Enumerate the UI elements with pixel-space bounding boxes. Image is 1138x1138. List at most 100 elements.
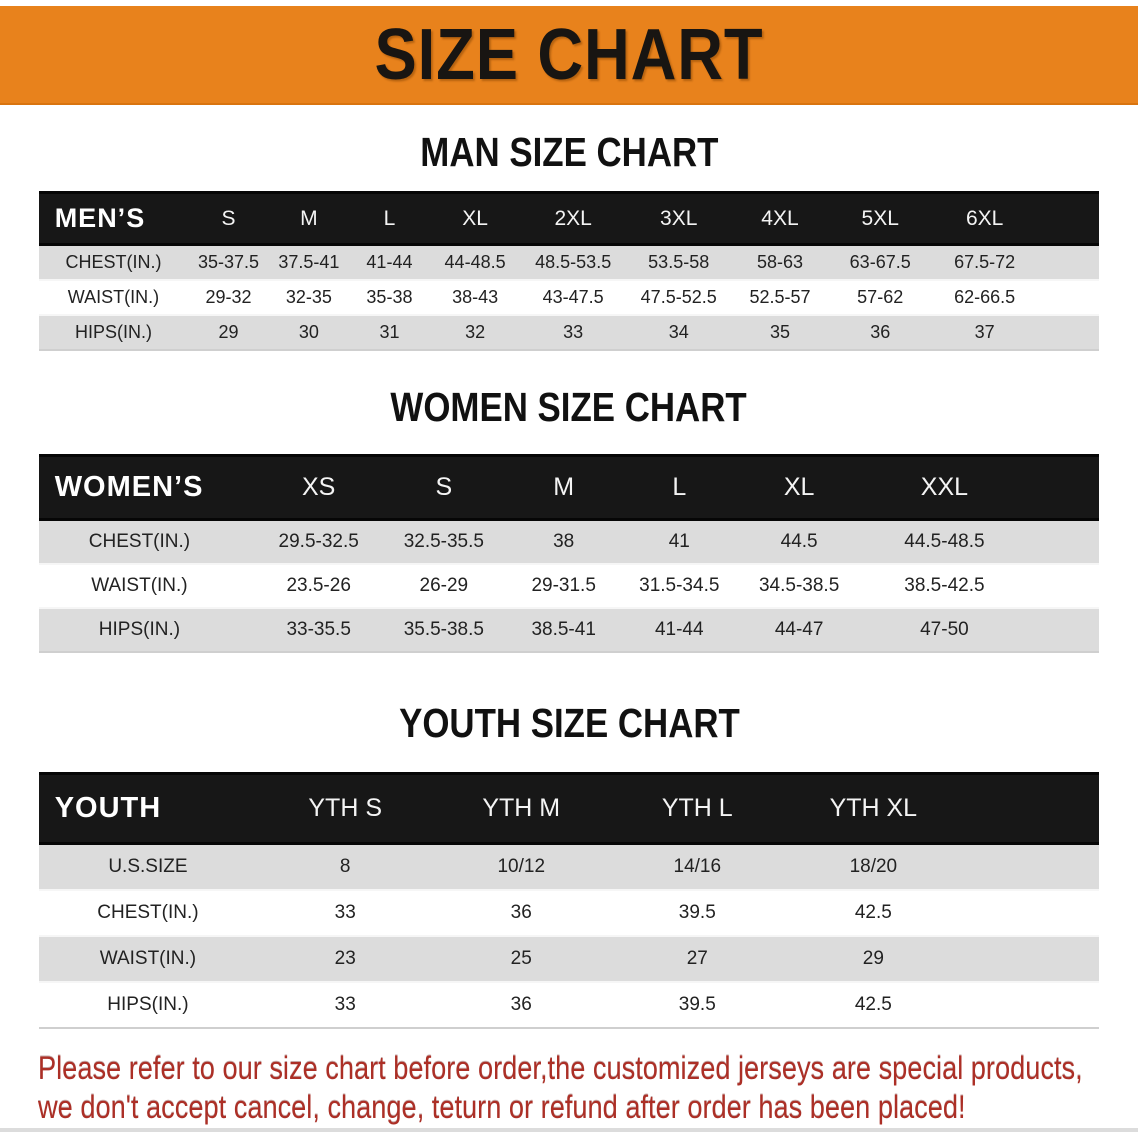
size-column-header: YTH XL xyxy=(785,774,961,844)
size-value-cell: 41-44 xyxy=(637,608,722,652)
row-label: HIPS(IN.) xyxy=(39,982,257,1028)
spacer-cell xyxy=(1012,564,1099,608)
size-value-cell: 62-66.5 xyxy=(932,280,1038,315)
size-chart-banner: SIZE CHART xyxy=(0,6,1138,105)
size-value-cell: 29 xyxy=(188,315,269,350)
size-value-cell: 67.5-72 xyxy=(932,245,1038,281)
bottom-edge-line xyxy=(0,1128,1138,1132)
size-value-cell: 25 xyxy=(433,936,609,982)
size-column-header: 3XL xyxy=(626,193,731,245)
size-value-cell: 37.5-41 xyxy=(269,245,349,281)
table-row: CHEST(IN.) 29.5-32.5 32.5-35.5 38 41 44.… xyxy=(39,520,1100,565)
table-row: WAIST(IN.) 29-32 32-35 35-38 38-43 43-47… xyxy=(39,280,1100,315)
size-value-cell: 33 xyxy=(520,315,626,350)
size-column-header: 4XL xyxy=(731,193,829,245)
row-label: CHEST(IN.) xyxy=(39,520,241,565)
size-value-cell: 29-32 xyxy=(188,280,269,315)
table-row: HIPS(IN.) 29 30 31 32 33 34 35 36 37 xyxy=(39,315,1100,350)
size-value-cell: 44.5-48.5 xyxy=(877,520,1013,565)
size-value-cell: 26-29 xyxy=(397,564,490,608)
row-label: WAIST(IN.) xyxy=(39,564,241,608)
size-column-header: YTH M xyxy=(433,774,609,844)
size-value-cell: 32-35 xyxy=(269,280,349,315)
men-size-table: MEN’S S M L XL 2XL 3XL 4XL 5XL 6XL CHEST… xyxy=(39,191,1100,351)
men-group-label: MEN’S xyxy=(39,193,189,245)
size-value-cell: 41-44 xyxy=(349,245,430,281)
size-value-cell: 35 xyxy=(731,315,829,350)
spacer-cell xyxy=(1012,520,1099,565)
spacer-cell xyxy=(961,982,1099,1028)
spacer-cell xyxy=(961,890,1099,936)
size-value-cell: 42.5 xyxy=(785,890,961,936)
women-table-header-row: WOMEN’S XS S M L XL XXL xyxy=(39,456,1100,520)
spacer-cell xyxy=(961,844,1099,891)
size-value-cell: 31.5-34.5 xyxy=(637,564,722,608)
spacer-cell xyxy=(961,936,1099,982)
size-value-cell: 10/12 xyxy=(433,844,609,891)
size-value-cell: 44-48.5 xyxy=(430,245,520,281)
size-column-header: XS xyxy=(240,456,397,520)
size-value-cell: 32.5-35.5 xyxy=(397,520,490,565)
banner-title: SIZE CHART xyxy=(375,14,764,96)
size-value-cell: 8 xyxy=(257,844,433,891)
row-label: WAIST(IN.) xyxy=(39,936,257,982)
size-column-header: YTH S xyxy=(257,774,433,844)
size-value-cell: 36 xyxy=(433,982,609,1028)
size-column-header: L xyxy=(637,456,722,520)
spacer-cell xyxy=(1012,608,1099,652)
size-value-cell: 41 xyxy=(637,520,722,565)
youth-size-table: YOUTH YTH S YTH M YTH L YTH XL U.S.SIZE … xyxy=(39,772,1100,1029)
footer-note-line1: Please refer to our size chart before or… xyxy=(38,1049,973,1088)
size-value-cell: 33 xyxy=(257,890,433,936)
size-column-header: S xyxy=(397,456,490,520)
table-row: WAIST(IN.) 23.5-26 26-29 29-31.5 31.5-34… xyxy=(39,564,1100,608)
size-value-cell: 37 xyxy=(932,315,1038,350)
size-column-header: XL xyxy=(430,193,520,245)
table-row: WAIST(IN.) 23 25 27 29 xyxy=(39,936,1100,982)
size-value-cell: 34 xyxy=(626,315,731,350)
size-value-cell: 39.5 xyxy=(609,982,785,1028)
women-section-title-text: WOMEN SIZE CHART xyxy=(391,384,747,431)
women-group-label: WOMEN’S xyxy=(39,456,241,520)
spacer-cell xyxy=(1038,193,1100,245)
size-value-cell: 38.5-41 xyxy=(491,608,637,652)
spacer-cell xyxy=(1038,245,1100,281)
size-value-cell: 29 xyxy=(785,936,961,982)
size-value-cell: 63-67.5 xyxy=(829,245,932,281)
size-column-header: 5XL xyxy=(829,193,932,245)
size-value-cell: 39.5 xyxy=(609,890,785,936)
spacer-cell xyxy=(1012,456,1099,520)
size-column-header: 6XL xyxy=(932,193,1038,245)
youth-group-label: YOUTH xyxy=(39,774,257,844)
size-column-header: YTH L xyxy=(609,774,785,844)
size-value-cell: 57-62 xyxy=(829,280,932,315)
size-value-cell: 23.5-26 xyxy=(240,564,397,608)
size-value-cell: 18/20 xyxy=(785,844,961,891)
men-section-title: MAN SIZE CHART xyxy=(0,129,1138,176)
table-row: U.S.SIZE 8 10/12 14/16 18/20 xyxy=(39,844,1100,891)
footer-note-line2: we don't accept cancel, change, teturn o… xyxy=(38,1088,973,1127)
youth-size-section: YOUTH SIZE CHART YOUTH YTH S YTH M YTH L… xyxy=(0,700,1138,1029)
table-row: CHEST(IN.) 35-37.5 37.5-41 41-44 44-48.5… xyxy=(39,245,1100,281)
size-column-header: M xyxy=(491,456,637,520)
size-value-cell: 34.5-38.5 xyxy=(722,564,877,608)
table-row: HIPS(IN.) 33 36 39.5 42.5 xyxy=(39,982,1100,1028)
row-label: HIPS(IN.) xyxy=(39,608,241,652)
size-value-cell: 38.5-42.5 xyxy=(877,564,1013,608)
spacer-cell xyxy=(1038,280,1100,315)
women-size-section: WOMEN SIZE CHART WOMEN’S XS S M L XL XXL… xyxy=(0,384,1138,653)
size-column-header: XL xyxy=(722,456,877,520)
size-value-cell: 35.5-38.5 xyxy=(397,608,490,652)
size-value-cell: 31 xyxy=(349,315,430,350)
size-value-cell: 52.5-57 xyxy=(731,280,829,315)
spacer-cell xyxy=(1038,315,1100,350)
size-value-cell: 47-50 xyxy=(877,608,1013,652)
table-row: CHEST(IN.) 33 36 39.5 42.5 xyxy=(39,890,1100,936)
size-value-cell: 14/16 xyxy=(609,844,785,891)
women-size-table: WOMEN’S XS S M L XL XXL CHEST(IN.) 29.5-… xyxy=(39,454,1100,653)
size-value-cell: 38-43 xyxy=(430,280,520,315)
size-column-header: M xyxy=(269,193,349,245)
size-column-header: S xyxy=(188,193,269,245)
men-size-section: MAN SIZE CHART MEN’S S M L XL 2XL 3XL 4X… xyxy=(0,129,1138,351)
table-row: HIPS(IN.) 33-35.5 35.5-38.5 38.5-41 41-4… xyxy=(39,608,1100,652)
